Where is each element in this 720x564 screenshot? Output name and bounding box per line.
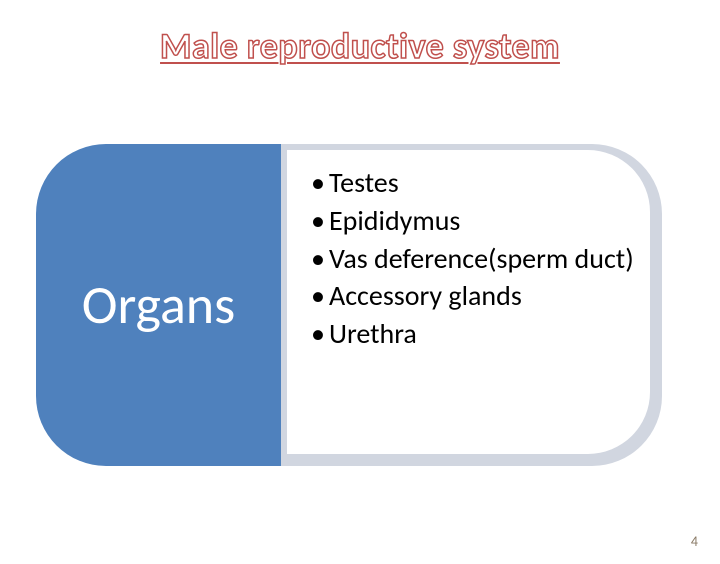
smartart-left-label: Organs — [82, 272, 236, 338]
slide-title: Male reproductive system — [0, 24, 720, 68]
bullet-list: Testes Epididymus Vas deference(sperm du… — [311, 164, 640, 353]
page-number: 4 — [691, 533, 698, 550]
list-item: Testes — [311, 164, 640, 202]
list-item: Accessory glands — [311, 277, 640, 315]
list-item: Urethra — [311, 315, 640, 353]
smartart-container: Organs Testes Epididymus Vas deference(s… — [36, 144, 662, 466]
list-item: Vas deference(sperm duct) — [311, 240, 640, 278]
list-item: Epididymus — [311, 202, 640, 240]
smartart-right-box: Testes Epididymus Vas deference(sperm du… — [281, 144, 662, 466]
smartart-inner-panel: Testes Epididymus Vas deference(sperm du… — [287, 150, 650, 454]
smartart-left-box: Organs — [36, 144, 281, 466]
